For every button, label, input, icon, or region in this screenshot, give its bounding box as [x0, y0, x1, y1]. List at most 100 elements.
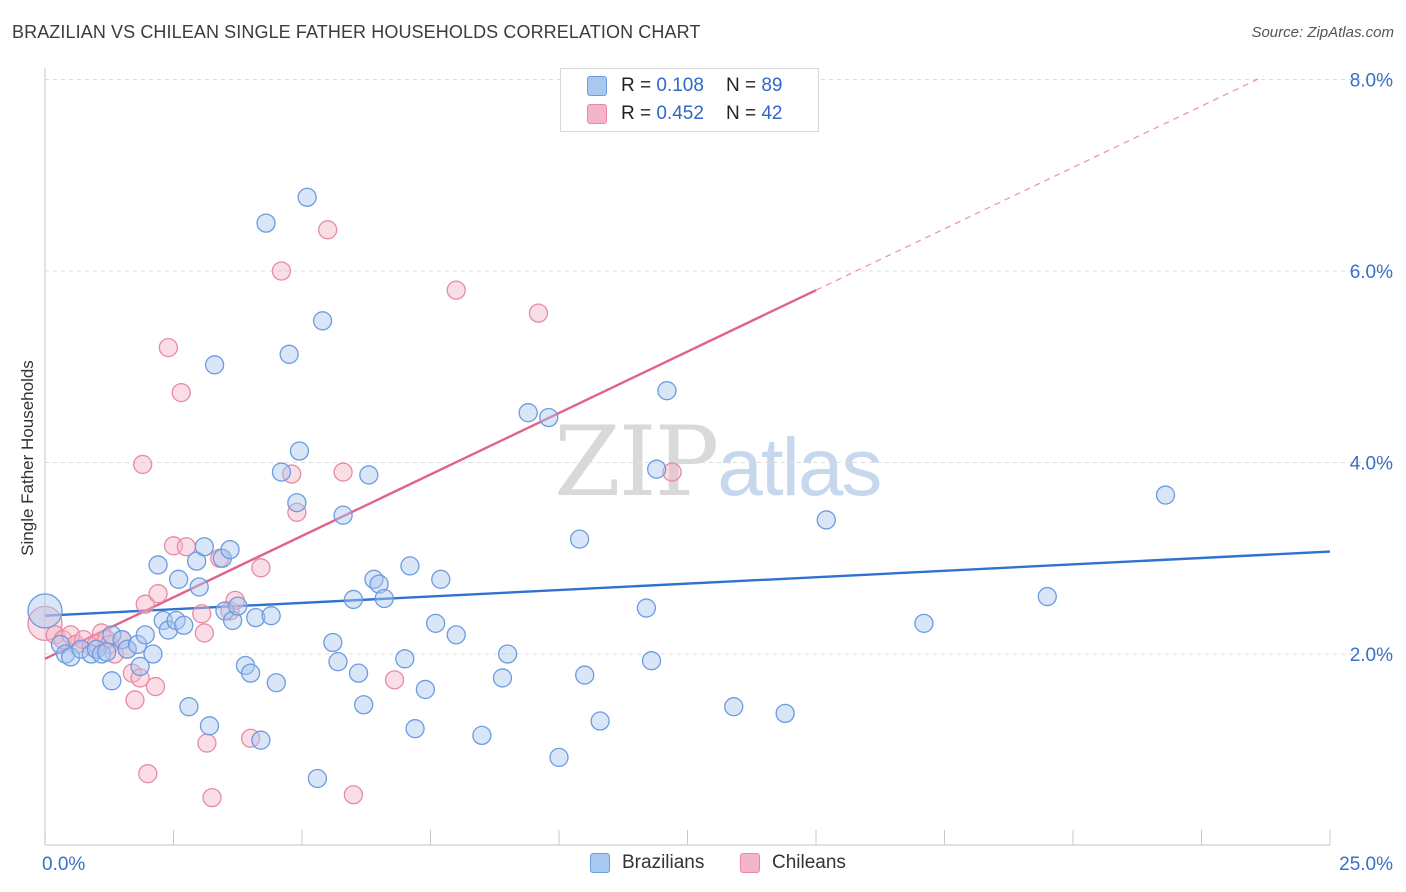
chileans-point: [333, 462, 353, 482]
brazilians-point: [575, 665, 595, 685]
brazilians-point: [775, 703, 795, 724]
brazilians-point: [261, 606, 281, 626]
brazilians-point: [174, 615, 194, 635]
stats-row-chileans: R = 0.452 N = 42: [587, 101, 782, 127]
brazilians-point: [143, 644, 163, 664]
grid-layer: [45, 79, 1392, 655]
brazilians-point: [189, 577, 209, 597]
brazilians-point: [297, 187, 317, 207]
x-tick-label: 0.0%: [42, 854, 85, 875]
n-value: 89: [761, 75, 783, 96]
chileans-trend-extension: [815, 76, 1264, 291]
chileans-point: [318, 220, 338, 240]
trend-layer: [44, 76, 1331, 660]
brazilians-point: [497, 644, 518, 664]
point-layer: [27, 187, 1176, 808]
brazilians-point: [1037, 586, 1057, 607]
brazilians-point: [549, 747, 569, 768]
brazilians-point: [256, 213, 276, 233]
chileans-point: [446, 280, 466, 300]
brazilians-point: [71, 639, 91, 659]
brazilians-point: [425, 613, 446, 634]
legend-label-chileans: Chileans: [772, 852, 846, 873]
series-legend: Brazilians Chileans: [0, 850, 1406, 878]
n-label: N =: [725, 75, 757, 96]
brazilians-swatch: [587, 76, 607, 96]
brazilians-point: [127, 634, 148, 655]
r-label: R =: [621, 103, 652, 124]
brazilians-point: [400, 556, 420, 576]
brazilians-point: [228, 596, 248, 616]
brazilians-point: [492, 668, 513, 688]
chileans-point: [384, 670, 405, 690]
brazilians-point: [472, 725, 492, 746]
brazilians-point: [641, 651, 662, 671]
y-tick-label: 8.0%: [1350, 71, 1393, 92]
brazilians-point: [112, 629, 132, 650]
brazilians-point: [518, 403, 538, 423]
chileans-swatch: [740, 853, 760, 873]
brazilians-point: [279, 344, 299, 364]
brazilians-point: [135, 625, 155, 645]
brazilians-point: [816, 510, 836, 530]
chileans-point: [192, 604, 212, 624]
chileans-point: [138, 764, 158, 784]
source-label: Source: ZipAtlas.com: [1251, 24, 1394, 41]
brazilians-point: [130, 656, 150, 677]
chileans-point: [528, 303, 549, 323]
brazilians-point: [636, 598, 657, 618]
brazilians-point: [240, 663, 261, 683]
brazilians-point: [539, 407, 559, 428]
r-label: R =: [621, 75, 652, 96]
chileans-point: [148, 584, 168, 604]
brazilians-point: [307, 768, 328, 789]
chart-title: BRAZILIAN VS CHILEAN SINGLE FATHER HOUSE…: [12, 22, 701, 42]
stats-legend: R = 0.108 N = 89 R = 0.452 N = 42: [560, 68, 819, 132]
n-value: 42: [761, 103, 783, 124]
brazilians-point: [194, 537, 214, 557]
chileans-point: [197, 733, 217, 753]
brazilians-point: [348, 663, 369, 683]
brazilians-point: [179, 697, 199, 717]
brazilians-point: [50, 634, 71, 655]
chileans-trend-line: [44, 289, 817, 660]
brazilians-point: [271, 462, 292, 482]
chileans-point: [251, 558, 271, 578]
brazilians-point: [117, 639, 137, 659]
legend-item-brazilians[interactable]: Brazilians: [590, 852, 704, 874]
brazilians-point: [97, 642, 117, 662]
brazilians-point: [287, 493, 307, 513]
legend-item-chileans[interactable]: Chileans: [740, 852, 846, 874]
y-tick-label: 6.0%: [1350, 262, 1393, 283]
chileans-point: [145, 676, 166, 697]
brazilians-point: [590, 711, 610, 731]
y-tick-label: 2.0%: [1350, 645, 1393, 666]
brazilians-point: [374, 588, 394, 609]
chileans-swatch: [587, 104, 607, 124]
tick-label-layer: 2.0% 4.0% 6.0% 8.0% 0.0% 25.0%: [42, 71, 1393, 876]
chileans-point: [343, 785, 364, 805]
brazilians-point: [914, 613, 934, 634]
brazilians-point: [266, 673, 286, 693]
brazilians-point: [158, 620, 179, 640]
brazilians-point: [222, 610, 243, 631]
brazilians-point: [328, 652, 348, 672]
chileans-point: [133, 454, 153, 475]
brazilians-point: [323, 632, 343, 653]
brazilians-point: [61, 647, 81, 667]
brazilians-point: [431, 569, 451, 589]
brazilians-point: [27, 593, 63, 629]
brazilians-point: [246, 607, 266, 628]
brazilians-point: [359, 465, 379, 485]
brazilians-point: [251, 730, 271, 750]
brazilians-point: [289, 441, 310, 461]
brazilians-point: [312, 311, 333, 331]
axis-layer: [44, 68, 1331, 846]
brazilians-point: [395, 649, 415, 669]
chileans-point: [194, 623, 214, 643]
brazilians-point: [220, 539, 240, 560]
brazilians-swatch: [590, 853, 610, 873]
watermark-atlas: atlas: [717, 422, 882, 513]
r-value: 0.108: [656, 75, 704, 96]
brazilians-point: [724, 697, 744, 717]
